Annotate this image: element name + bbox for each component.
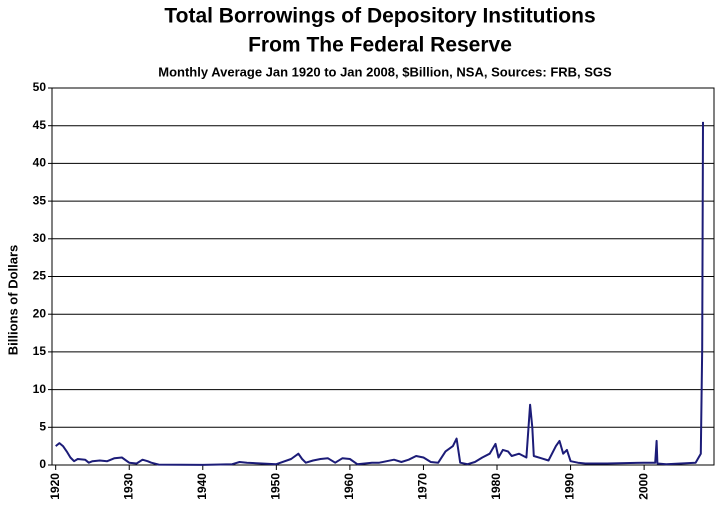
- y-tick-label: 35: [33, 193, 47, 207]
- y-tick-label: 20: [33, 306, 47, 320]
- x-tick-label: 1980: [489, 473, 503, 500]
- data-line: [55, 121, 704, 466]
- y-tick-label: 0: [39, 457, 46, 471]
- y-axis-label: Billions of Dollars: [5, 245, 20, 356]
- x-tick-label: 1920: [48, 473, 62, 500]
- x-tick-label: 1960: [342, 473, 356, 500]
- x-tick-label: 1970: [416, 473, 430, 500]
- x-tick-label: 1930: [121, 473, 135, 500]
- x-tick-label: 1940: [195, 473, 209, 500]
- y-tick-label: 10: [33, 382, 47, 396]
- chart-title: Total Borrowings of Depository Instituti…: [164, 5, 595, 28]
- chart-title: From The Federal Reserve: [248, 34, 512, 57]
- y-tick-label: 25: [33, 269, 47, 283]
- y-tick-label: 15: [33, 344, 47, 358]
- x-tick-label: 1950: [269, 473, 283, 500]
- x-tick-label: 1990: [563, 473, 577, 500]
- y-tick-label: 5: [39, 419, 46, 433]
- y-tick-label: 30: [33, 231, 47, 245]
- chart-subtitle: Monthly Average Jan 1920 to Jan 2008, $B…: [158, 64, 612, 79]
- y-tick-label: 45: [33, 118, 47, 132]
- y-tick-label: 50: [33, 80, 47, 94]
- x-tick-label: 2000: [636, 473, 650, 500]
- y-tick-label: 40: [33, 156, 47, 170]
